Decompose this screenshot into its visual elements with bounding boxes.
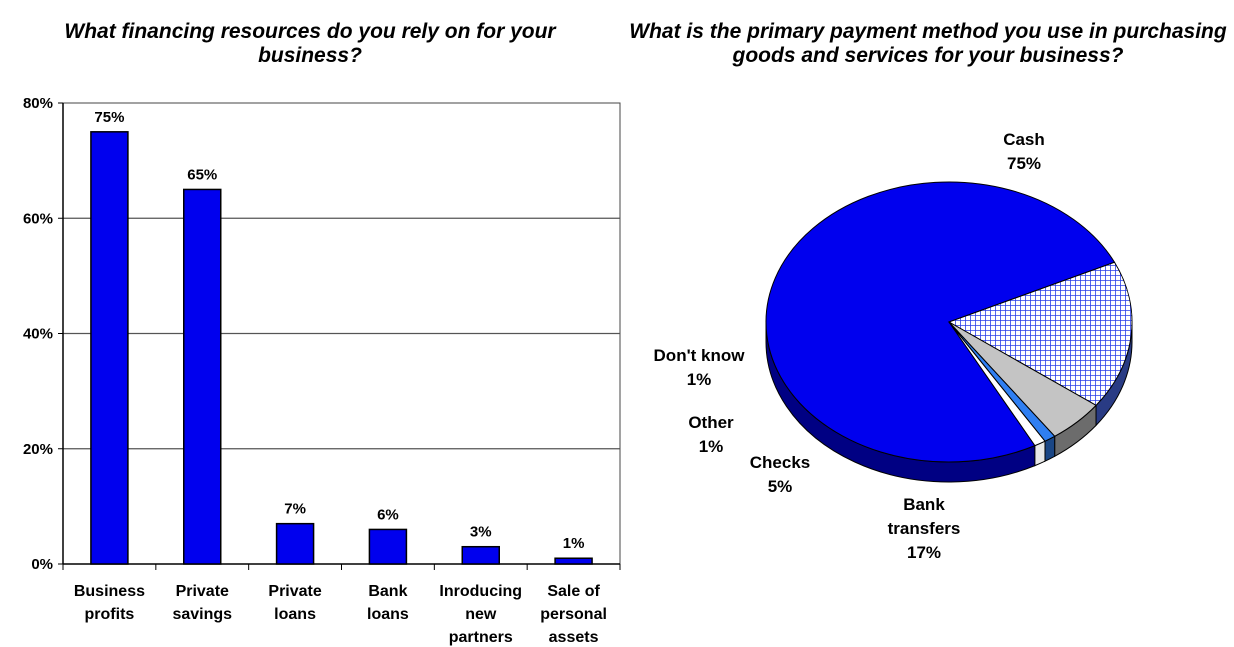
pie-slice — [765, 181, 1116, 463]
pie-chart-title: What is the primary payment method you u… — [629, 20, 1227, 67]
pie-slice — [948, 321, 1056, 442]
pie-slice — [948, 321, 1046, 447]
pie-slice-label: Cash 75% — [1003, 130, 1045, 173]
bar — [183, 188, 222, 565]
x-category-label: Inroducing new partners — [439, 583, 522, 646]
bar-data-label: 6% — [377, 506, 399, 523]
financing-bar-chart: 0% 20% 40% 60% 80% 75% Business profits 65% Priva… — [23, 95, 621, 646]
bar-data-label: 75% — [94, 109, 124, 126]
pie-slice — [948, 321, 1097, 437]
pie-slice — [947, 261, 1133, 406]
bar — [368, 528, 408, 565]
bar-chart-title: What financing resources do you rely on … — [64, 20, 556, 67]
bar — [90, 131, 129, 565]
bar-data-label: 7% — [284, 501, 306, 518]
y-tick-label: 0% — [31, 556, 53, 573]
bar-data-label: 3% — [470, 524, 492, 541]
bar — [554, 557, 593, 565]
pie-slice-label: Don't know 1% — [654, 346, 746, 389]
x-category-label: Private loans — [268, 583, 321, 623]
bar — [275, 522, 315, 565]
x-category-label: Bank loans — [367, 583, 409, 623]
pie-slice-side — [765, 321, 1036, 483]
pie-slice-label: Checks 5% — [750, 453, 810, 496]
y-tick-label: 80% — [23, 95, 53, 112]
pie-slice-side — [1054, 404, 1097, 458]
x-category-label: Private savings — [172, 583, 232, 623]
pie-slice-label: Other 1% — [688, 413, 734, 456]
y-tick-label: 60% — [23, 210, 53, 227]
pie-slice-side — [1034, 440, 1046, 467]
bar-data-label: 1% — [563, 535, 585, 552]
x-category-label: Business profits — [74, 583, 145, 623]
bar-data-label: 65% — [187, 166, 217, 183]
x-category-label: Sale of personal assets — [540, 583, 607, 646]
pie-slice-label: Bank transfers 17% — [888, 495, 961, 562]
y-tick-label: 20% — [23, 441, 53, 458]
bar — [461, 545, 500, 565]
y-tick-label: 40% — [23, 326, 53, 343]
pie-slice-side — [1095, 321, 1133, 427]
pie-slice-side — [1044, 435, 1056, 462]
